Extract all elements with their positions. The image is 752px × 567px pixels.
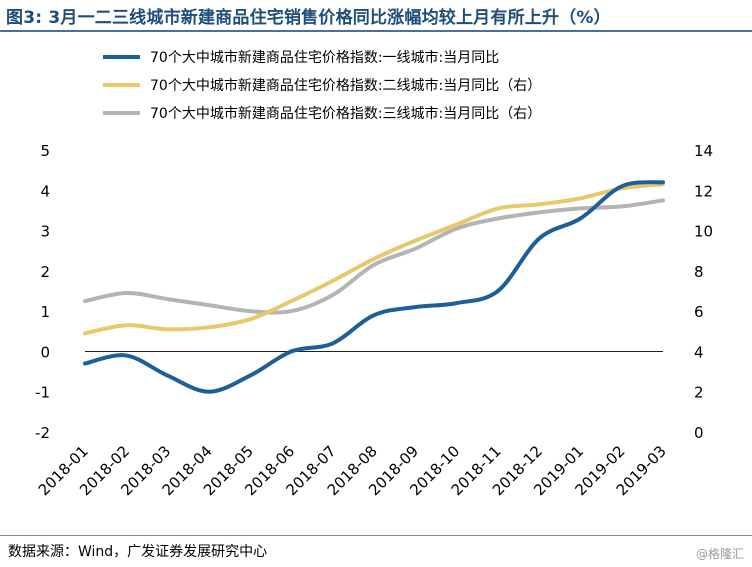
left-tick-label: 3 (40, 223, 50, 241)
legend-label: 70个大中城市新建商品住宅价格指数:二线城市:当月同比（右） (150, 77, 541, 94)
right-axis-ticks: 0 2 4 6 8 10 12 14 (694, 142, 713, 442)
source-divider (0, 535, 752, 536)
source-note: 数据来源：Wind，广发证券发展研究中心 (8, 544, 268, 560)
series-line-tier2 (83, 182, 665, 336)
right-tick-label: 6 (694, 303, 704, 321)
series-lines (83, 180, 665, 394)
left-tick-label: -1 (35, 384, 50, 402)
watermark: @格隆汇 (695, 547, 744, 561)
series-line-tier3 (83, 198, 665, 315)
right-tick-label: 12 (694, 182, 713, 200)
right-tick-label: 4 (694, 343, 704, 361)
left-axis-ticks: -2 -1 0 1 2 3 4 5 (35, 142, 50, 442)
legend-label: 70个大中城市新建商品住宅价格指数:一线城市:当月同比 (150, 49, 499, 66)
legend-label: 70个大中城市新建商品住宅价格指数:三线城市:当月同比（右） (150, 105, 541, 122)
series-line-tier1 (83, 180, 665, 394)
left-tick-label: 0 (40, 343, 50, 361)
left-tick-label: 4 (40, 182, 50, 200)
right-tick-label: 14 (694, 142, 713, 160)
title-divider (0, 30, 752, 32)
right-tick-label: 2 (694, 384, 704, 402)
left-tick-label: -2 (35, 424, 50, 442)
left-tick-label: 5 (40, 142, 50, 160)
right-tick-label: 10 (694, 223, 713, 241)
right-tick-label: 0 (694, 424, 704, 442)
line-chart: 70个大中城市新建商品住宅价格指数:一线城市:当月同比 70个大中城市新建商品住宅… (35, 49, 713, 499)
figure-title: 图3: 3月一二三线城市新建商品住宅销售价格同比涨幅均较上月有所上升（%） (6, 8, 611, 28)
left-tick-label: 2 (40, 263, 50, 281)
right-tick-label: 8 (694, 263, 704, 281)
legend: 70个大中城市新建商品住宅价格指数:一线城市:当月同比 70个大中城市新建商品住宅… (103, 49, 541, 122)
x-axis-ticks: 2018-012018-022018-032018-042018-052018-… (35, 442, 670, 499)
left-tick-label: 1 (40, 303, 50, 321)
